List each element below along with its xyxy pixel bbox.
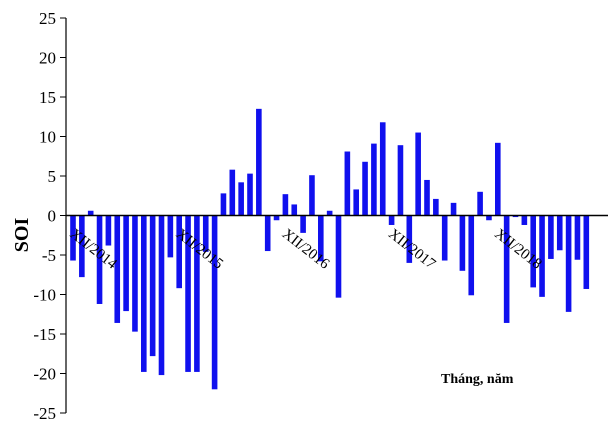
y-tick-label: 10 (39, 128, 56, 147)
bar (256, 108, 262, 216)
y-tick-label: -5 (42, 246, 56, 265)
bar (530, 215, 536, 288)
bar (149, 215, 156, 357)
bar (114, 215, 121, 323)
bar (79, 215, 85, 278)
bar (211, 215, 218, 390)
bar (87, 210, 94, 216)
bar (565, 215, 572, 312)
bar (539, 215, 545, 297)
bar (459, 215, 466, 271)
bar (141, 215, 147, 372)
x-tick-label: XII/2016 (279, 226, 333, 273)
bar (220, 193, 227, 216)
bar (123, 215, 129, 312)
bar (424, 179, 430, 216)
bar (300, 215, 306, 233)
bar (397, 145, 404, 216)
bar (282, 194, 289, 216)
bar (70, 215, 76, 261)
bar (167, 215, 174, 258)
bar (185, 215, 191, 372)
bar (362, 161, 368, 216)
bar (521, 215, 528, 225)
bars-group (70, 108, 590, 390)
bar (388, 215, 395, 225)
bar (344, 151, 351, 216)
bar (326, 210, 333, 216)
y-tick-label: 5 (48, 167, 57, 186)
bar (441, 215, 448, 261)
bar (291, 204, 298, 216)
bar (379, 122, 386, 216)
bar (247, 173, 253, 216)
bar (353, 189, 359, 216)
y-tick-label: -10 (33, 286, 56, 305)
bar (132, 215, 138, 332)
y-tick-label: 25 (39, 9, 56, 28)
x-tick-label: XII/2018 (491, 226, 544, 272)
y-tick-label: -15 (33, 325, 56, 344)
bar (158, 215, 165, 376)
bar (335, 215, 342, 298)
bar (503, 215, 510, 323)
y-tick-label: 0 (48, 207, 57, 226)
bar (264, 215, 271, 252)
bar (450, 202, 457, 216)
y-tick-label: 15 (39, 88, 56, 107)
bar (176, 215, 182, 289)
bar (96, 215, 103, 304)
bar (238, 182, 244, 216)
bar (309, 175, 315, 216)
bar (371, 143, 377, 216)
bar (548, 215, 554, 259)
bar (433, 198, 439, 216)
y-tick-label: -20 (33, 365, 56, 384)
y-axis-ticks: 25 20 15 10 5 0 -5 -10 -15 -20 -25 (33, 9, 66, 423)
bar (194, 215, 200, 372)
bar (105, 215, 112, 246)
y-axis-title: SOI (11, 218, 33, 253)
y-tick-label: 20 (39, 49, 56, 68)
bar (273, 215, 280, 221)
bar (202, 215, 209, 252)
bar (229, 169, 236, 216)
bar (486, 215, 492, 221)
bar (415, 132, 421, 216)
y-tick-label: -25 (33, 404, 56, 423)
bar (495, 142, 501, 216)
bar (556, 215, 563, 251)
bar (318, 215, 324, 262)
bar (583, 215, 590, 289)
bar (574, 215, 581, 260)
bar (406, 215, 413, 263)
bar (477, 191, 483, 216)
bar (512, 215, 519, 218)
bar (468, 215, 475, 296)
x-axis-title: Tháng, năm (441, 372, 514, 387)
